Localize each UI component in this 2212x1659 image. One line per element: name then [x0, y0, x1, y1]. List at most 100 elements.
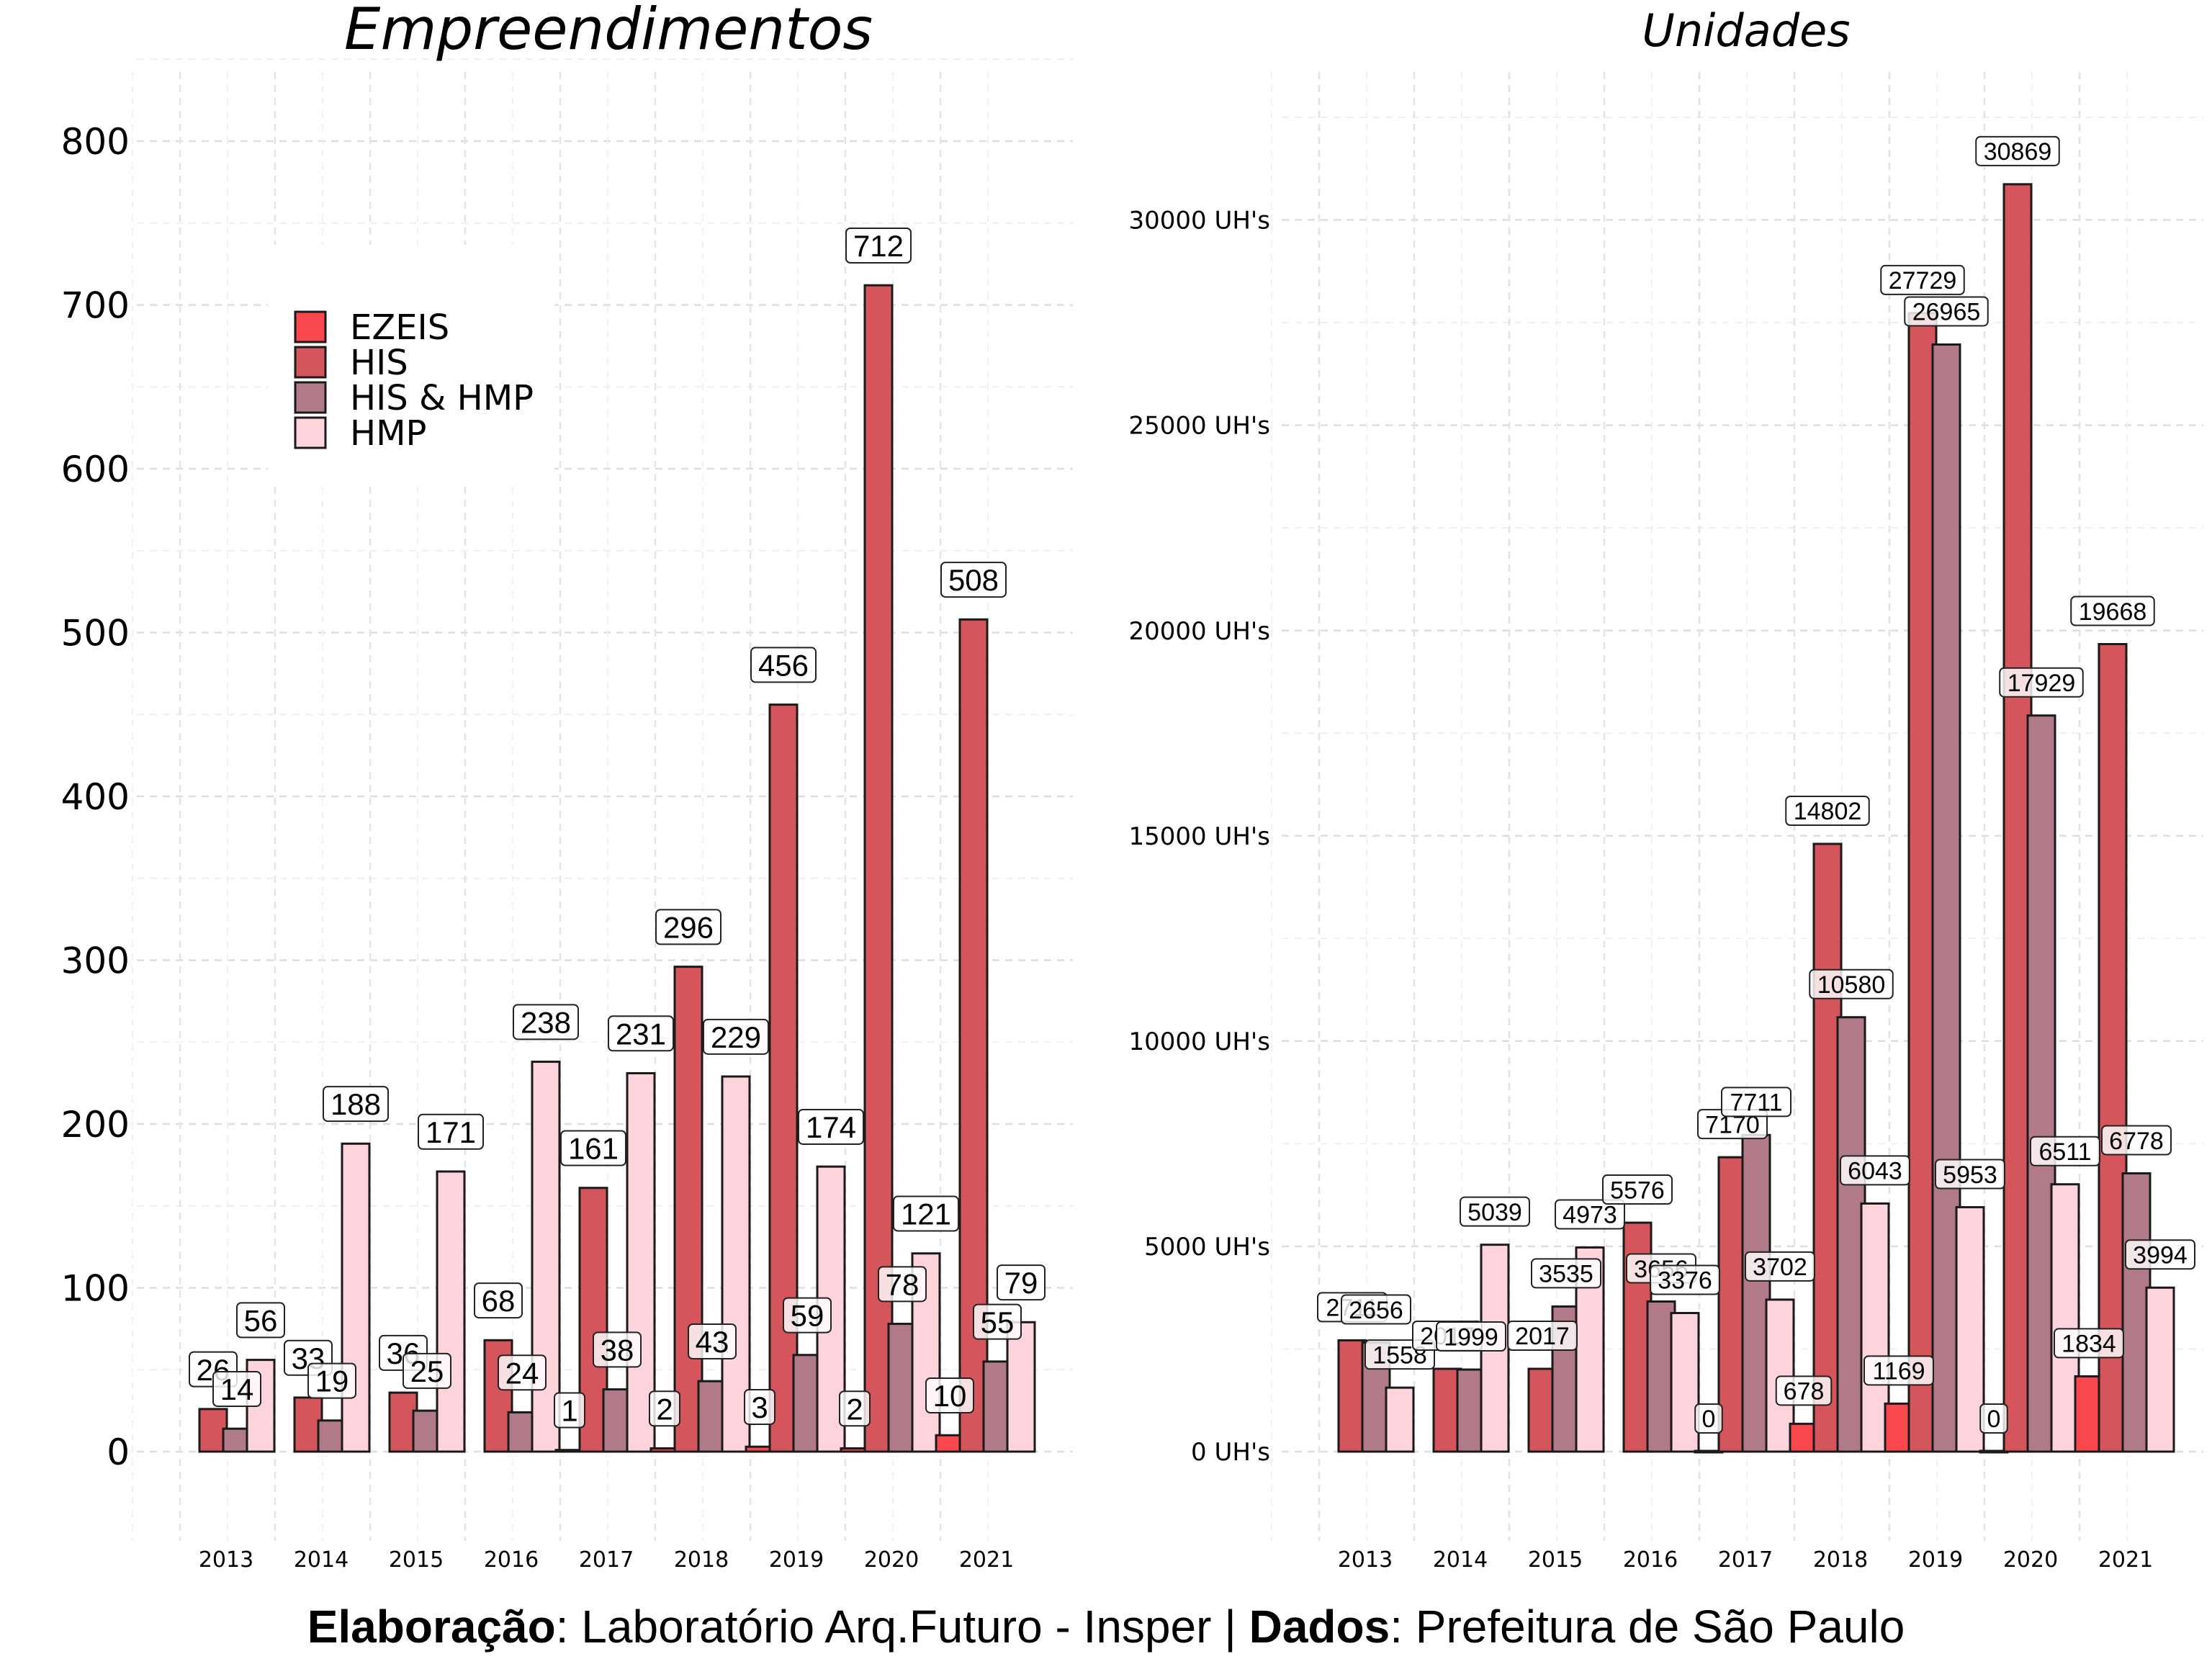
- empreendimentos-bar-hmp: [626, 1071, 656, 1453]
- unidades-data-label-box: [1507, 1320, 1578, 1351]
- unidades-data-label: 678: [1784, 1378, 1825, 1406]
- unidades-data-label-box: [2030, 1136, 2100, 1166]
- empreendimentos-data-label-box: [498, 1354, 547, 1391]
- empreendimentos-x-tick-label: 2014: [294, 1547, 349, 1573]
- empreendimentos-data-label-box: [750, 647, 817, 683]
- unidades-x-tick-label: 2015: [1528, 1547, 1583, 1573]
- empreendimentos-data-label: 508: [948, 563, 999, 597]
- unidades-data-label: 1169: [1872, 1358, 1925, 1385]
- empreendimentos-data-label-box: [513, 1004, 579, 1040]
- unidades-data-label: 3376: [1658, 1267, 1712, 1295]
- unidades-data-label: 2017: [1515, 1323, 1570, 1350]
- empreendimentos-x-tick-label: 2013: [199, 1547, 253, 1573]
- empreendimentos-x-tick-label: 2018: [674, 1547, 729, 1573]
- empreendimentos-data-label-box: [474, 1282, 523, 1319]
- unidades-y-tick-label: 15000 UH's: [1129, 822, 1270, 851]
- empreendimentos-title: Empreendimentos: [344, 0, 873, 63]
- empreendimentos-data-label-box: [878, 1266, 927, 1303]
- unidades-y-tick-label: 10000 UH's: [1129, 1028, 1270, 1056]
- empreendimentos-data-label: 188: [331, 1087, 381, 1121]
- empreendimentos-data-label: 78: [886, 1267, 920, 1301]
- caption-label-dados: Dados: [1249, 1601, 1390, 1653]
- empreendimentos-data-label-box: [655, 909, 721, 945]
- empreendimentos-data-label-box: [323, 1086, 389, 1123]
- empreendimentos-data-label-box: [783, 1297, 832, 1334]
- empreendimentos-bar-hmp: [436, 1170, 466, 1453]
- unidades-x-tick-label: 2013: [1338, 1547, 1393, 1573]
- unidades-data-label-box: [1999, 667, 2084, 698]
- empreendimentos-data-label: 14: [220, 1372, 254, 1406]
- empreendimentos-data-label: 712: [853, 229, 904, 263]
- unidades-data-label: 7711: [1730, 1089, 1782, 1117]
- unidades-data-label: 1834: [2062, 1331, 2116, 1358]
- unidades-data-label-box: [1975, 135, 2060, 166]
- legend-label: HIS: [350, 343, 408, 383]
- empreendimentos-data-label-box: [593, 1331, 642, 1368]
- unidades-title: Unidades: [1642, 4, 1850, 57]
- unidades-data-label: 10580: [1817, 971, 1886, 999]
- empreendimentos-data-label-box: [845, 228, 912, 264]
- empreendimentos-data-label-box: [236, 1302, 285, 1339]
- unidades-data-label: 1999: [1444, 1323, 1498, 1351]
- unidades-data-label: 2656: [1349, 1297, 1403, 1324]
- empreendimentos-data-label: 1: [561, 1394, 577, 1428]
- empreendimentos-data-label: 231: [616, 1017, 666, 1051]
- unidades-data-label: 5576: [1610, 1177, 1665, 1204]
- unidades-data-label-box: [1460, 1196, 1530, 1227]
- empreendimentos-bar-hmp: [341, 1142, 371, 1453]
- empreendimentos-y-tick-label: 700: [61, 285, 130, 327]
- unidades-data-label-box: [2125, 1239, 2195, 1270]
- empreendimentos-data-label: 59: [791, 1299, 824, 1333]
- unidades-data-label-box: [1341, 1294, 1411, 1325]
- empreendimentos-data-label: 3: [751, 1390, 768, 1424]
- caption-text-elaboracao: : Laboratório Arq.Futuro - Insper |: [555, 1601, 1249, 1653]
- empreendimentos-data-label: 10: [933, 1379, 967, 1413]
- unidades-x-tick-label: 2017: [1718, 1547, 1773, 1573]
- empreendimentos-y-tick-label: 0: [107, 1431, 130, 1473]
- empreendimentos-data-label: 296: [663, 911, 714, 945]
- unidades-data-label: 26965: [1912, 299, 1981, 326]
- empreendimentos-data-label-box: [403, 1352, 451, 1389]
- empreendimentos-data-label-box: [798, 1108, 864, 1145]
- unidades-data-label: 3994: [2133, 1242, 2188, 1269]
- legend-label: HIS & HMP: [350, 378, 534, 418]
- empreendimentos-x-tick-label: 2017: [579, 1547, 634, 1573]
- unidades-data-label: 3702: [1753, 1254, 1807, 1281]
- unidades-data-label-box: [1840, 1155, 1910, 1186]
- empreendimentos-y-tick-label: 500: [61, 613, 130, 655]
- empreendimentos-data-label-box: [973, 1303, 1022, 1340]
- legend-label: HMP: [350, 413, 426, 454]
- unidades-data-label-box: [1863, 1355, 1934, 1386]
- caption-label-elaboracao: Elaboração: [307, 1601, 556, 1653]
- unidades-bar-hmp: [1670, 1312, 1700, 1453]
- unidades-data-label: 6043: [1848, 1158, 1902, 1185]
- empreendimentos-data-label-box: [703, 1018, 769, 1055]
- unidades-data-label: 3535: [1539, 1261, 1593, 1288]
- empreendimentos-data-label: 68: [482, 1284, 516, 1318]
- unidades-bar-hmp: [1385, 1386, 1415, 1453]
- empreendimentos-data-label-box: [744, 1388, 775, 1425]
- unidades-data-label-box: [1904, 296, 1989, 327]
- unidades-data-label: 0: [1702, 1406, 1716, 1433]
- empreendimentos-x-tick-label: 2016: [484, 1547, 539, 1573]
- unidades-data-label-box: [2054, 1328, 2124, 1359]
- empreendimentos-y-tick-label: 800: [61, 121, 130, 163]
- unidades-y-tick-label: 0 UH's: [1191, 1438, 1270, 1467]
- empreendimentos-data-label-box: [688, 1323, 737, 1359]
- unidades-data-label: 27729: [1889, 267, 1957, 295]
- empreendimentos-bar-hmp: [1006, 1321, 1036, 1453]
- empreendimentos-data-label: 456: [758, 649, 809, 683]
- unidades-data-label-box: [2101, 1125, 2172, 1156]
- empreendimentos-data-label-box: [925, 1377, 974, 1414]
- empreendimentos-data-label-box: [608, 1015, 674, 1052]
- unidades-x-tick-label: 2016: [1623, 1547, 1678, 1573]
- legend-swatch: [294, 346, 327, 379]
- empreendimentos-data-label-box: [997, 1264, 1046, 1301]
- empreendimentos-data-label-box: [307, 1362, 356, 1399]
- unidades-y-tick-label: 25000 UH's: [1129, 412, 1270, 441]
- empreendimentos-data-label: 43: [696, 1325, 729, 1359]
- unidades-y-tick-label: 5000 UH's: [1144, 1233, 1270, 1262]
- empreendimentos-y-tick-label: 100: [61, 1268, 130, 1310]
- legend-swatch: [294, 310, 327, 343]
